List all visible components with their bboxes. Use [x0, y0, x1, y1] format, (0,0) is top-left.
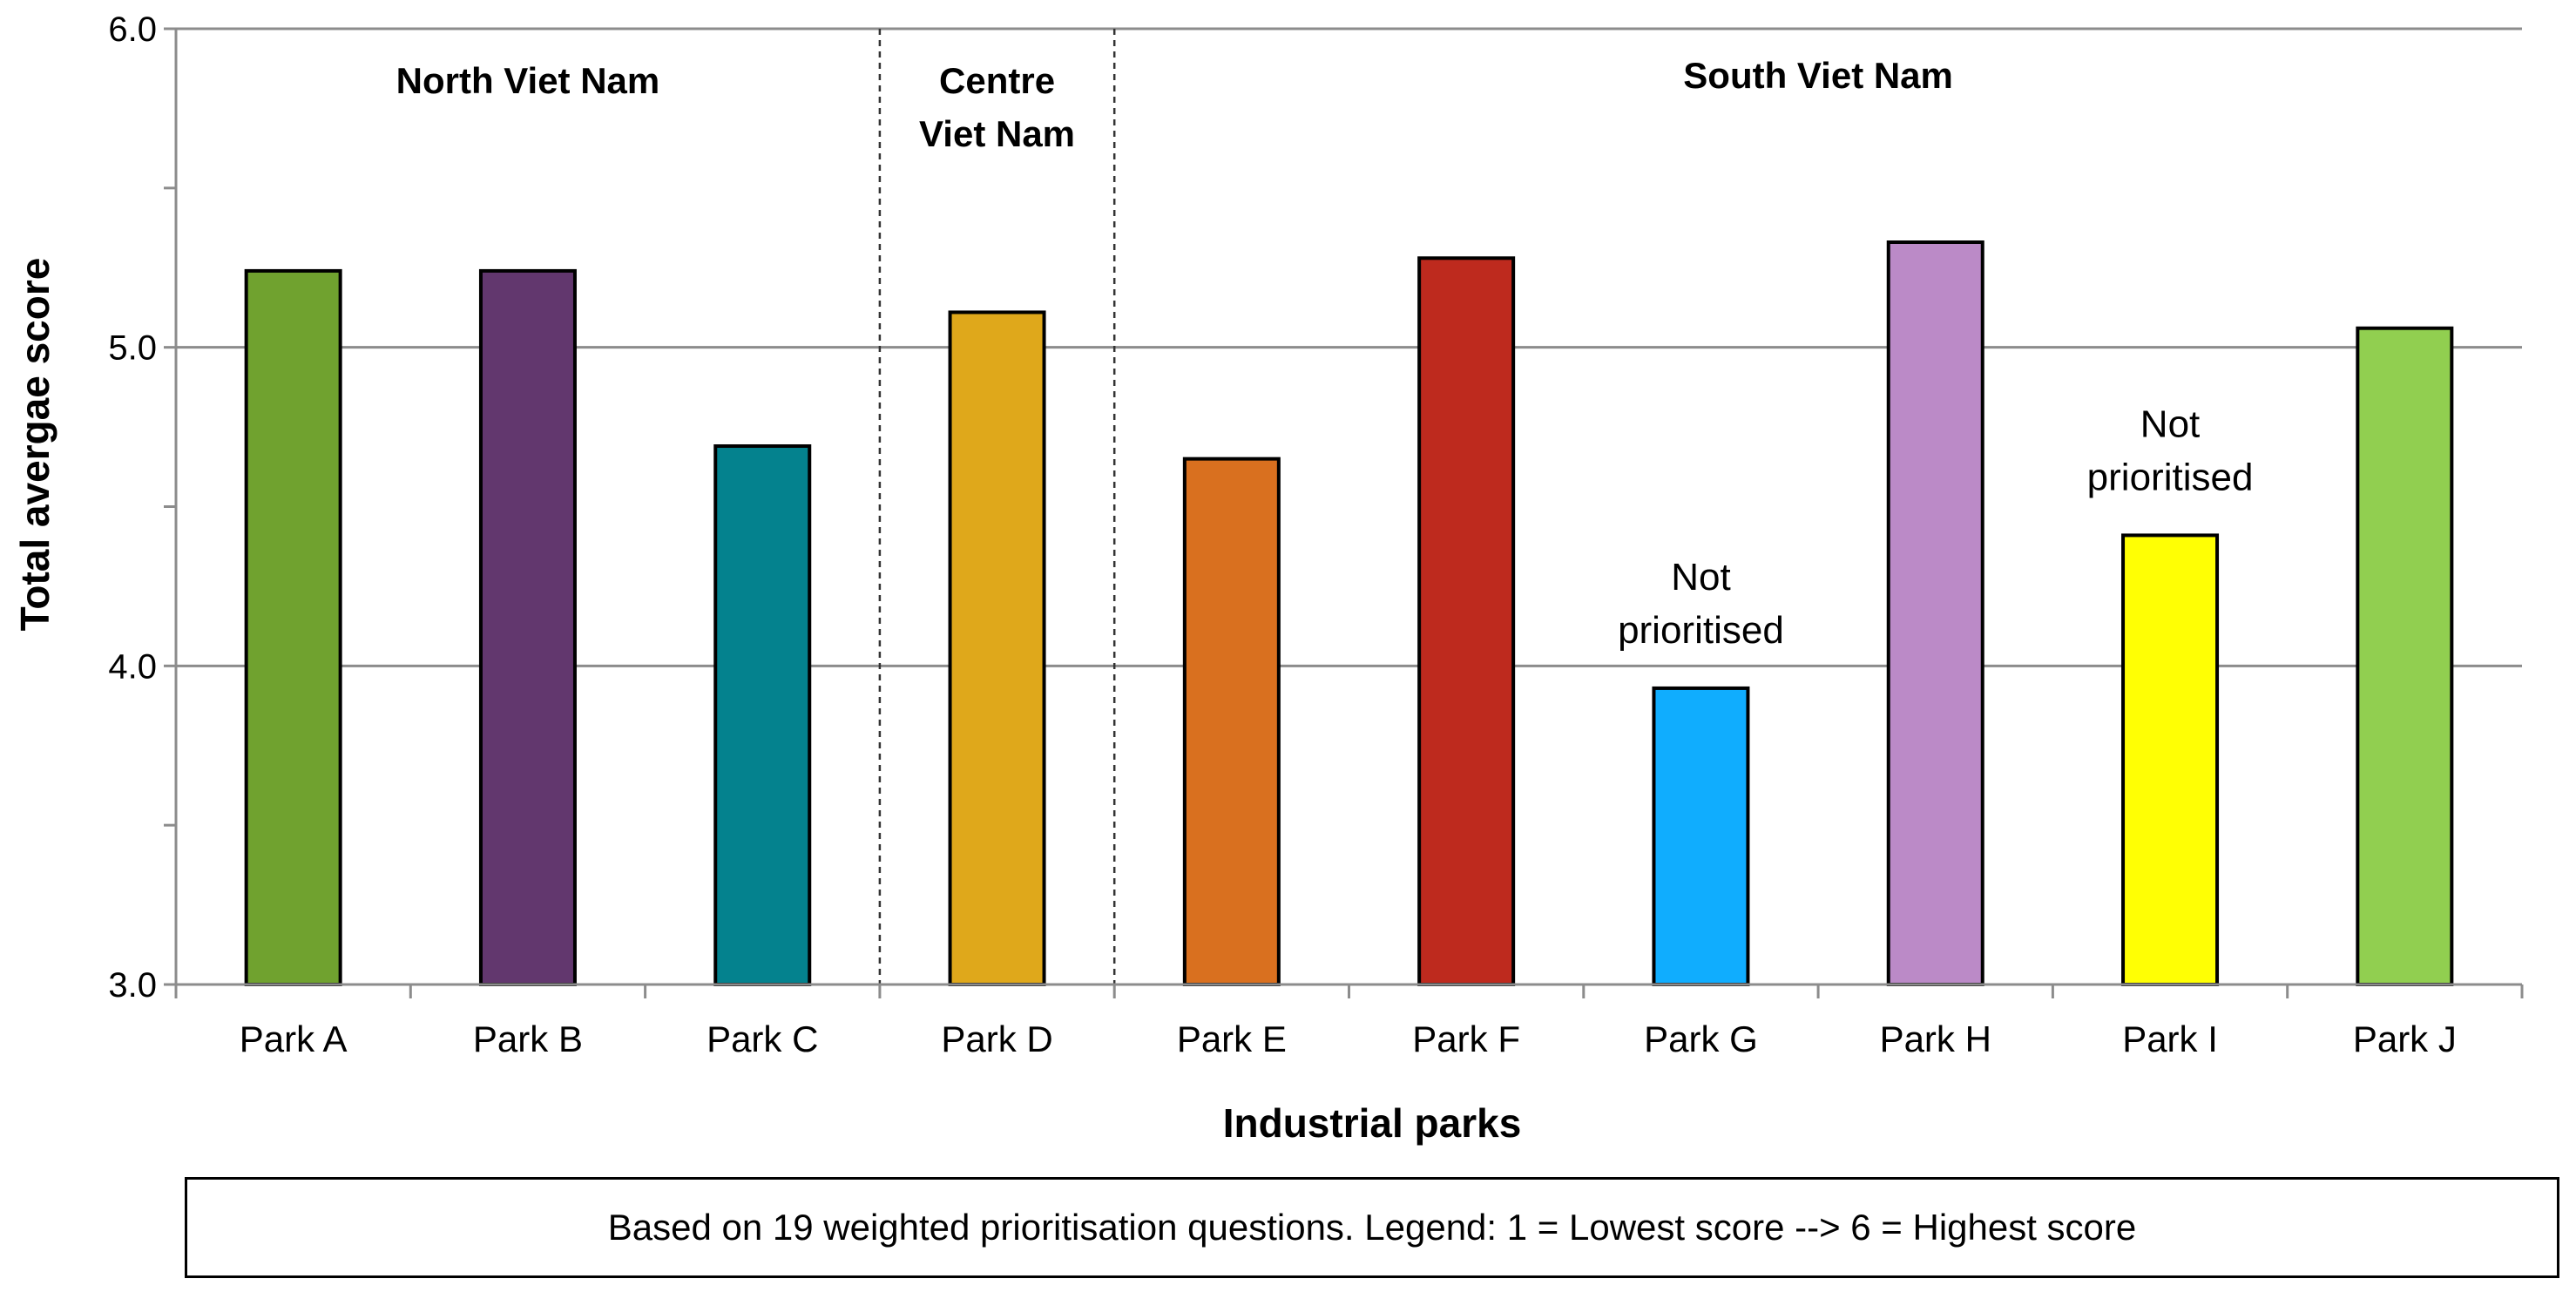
x-tick-label: Park G	[1644, 1018, 1758, 1059]
x-tick-label: Park I	[2122, 1018, 2218, 1059]
bar-park-d	[948, 310, 1046, 986]
region-label: South Viet Nam	[1683, 55, 1953, 96]
region-label: North Viet Nam	[396, 60, 660, 101]
bar-park-h	[1886, 240, 1984, 987]
bar-park-i	[2121, 533, 2220, 986]
bar-park-a	[244, 268, 342, 986]
bar-park-j	[2356, 326, 2454, 986]
x-tick-label: Park J	[2353, 1018, 2457, 1059]
y-tick-label: 4.0	[108, 647, 157, 686]
y-tick-label: 3.0	[108, 966, 157, 1005]
bar-park-c	[713, 444, 812, 986]
bars	[244, 240, 2454, 987]
x-tick-label: Park F	[1412, 1018, 1520, 1059]
region-dividers	[878, 29, 1116, 984]
y-tick-label: 5.0	[108, 329, 157, 368]
axes	[164, 27, 2524, 998]
x-tick-label: Park A	[240, 1018, 348, 1059]
x-tick-label: Park D	[941, 1018, 1052, 1059]
region-label: Centre	[939, 60, 1055, 101]
y-axis-title: Total avergae score	[12, 258, 57, 632]
y-tick-label: 6.0	[108, 10, 157, 49]
x-tick-label: Park C	[707, 1018, 818, 1059]
annotation-not-prioritised: prioritised	[2087, 456, 2254, 498]
bar-park-f	[1417, 256, 1516, 986]
bar-park-g	[1652, 686, 1750, 986]
annotation-not-prioritised: Not	[2140, 403, 2200, 445]
annotation-not-prioritised: prioritised	[1618, 609, 1784, 652]
x-tick-label: Park E	[1177, 1018, 1287, 1059]
x-axis-title: Industrial parks	[1223, 1100, 1522, 1146]
x-tick-label: Park H	[1880, 1018, 1991, 1059]
x-tick-label: Park B	[473, 1018, 583, 1059]
bar-chart: 3.0 4.0 5.0 6.0 Park A Park B Park C Park D Park…	[12, 10, 2524, 1146]
footnote-text: Based on 19 weighted prioritisation ques…	[607, 1207, 2137, 1248]
footnote-box: Based on 19 weighted prioritisation ques…	[185, 1177, 2559, 1278]
labels: 3.0 4.0 5.0 6.0 Park A Park B Park C Park D Park…	[108, 10, 2456, 1059]
region-label: Viet Nam	[919, 113, 1075, 154]
annotation-not-prioritised: Not	[1671, 556, 1730, 599]
bar-park-e	[1182, 457, 1281, 986]
bar-park-b	[478, 268, 577, 986]
